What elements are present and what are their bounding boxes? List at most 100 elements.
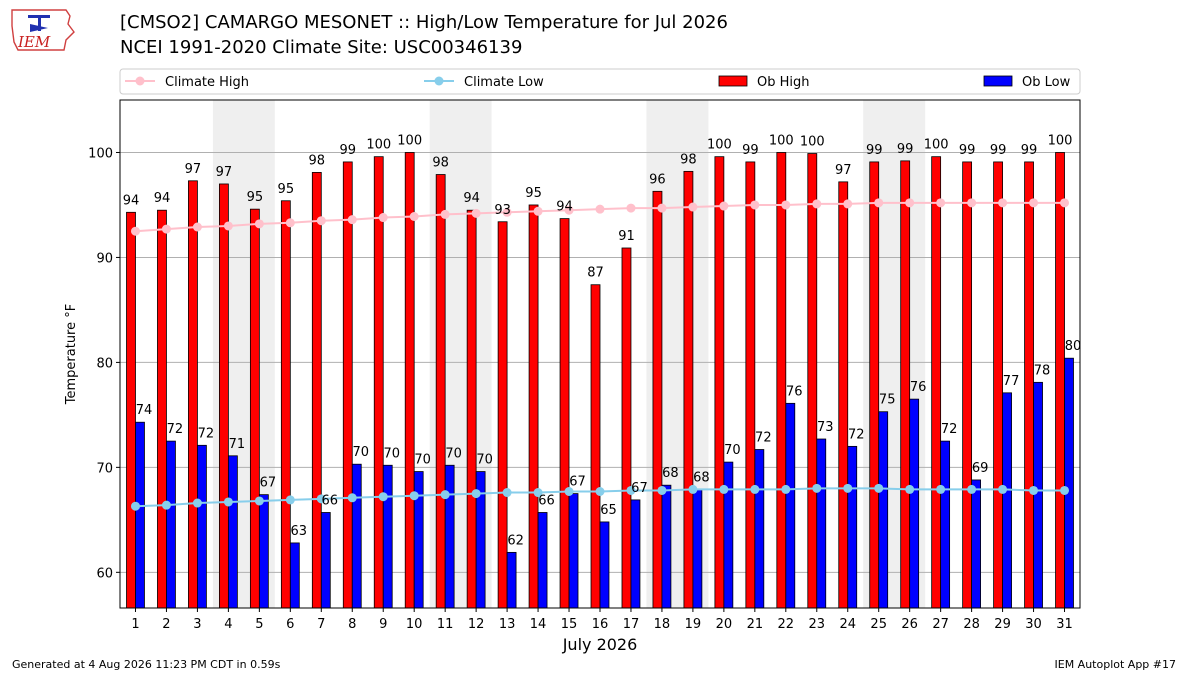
ob-high-bar xyxy=(466,209,477,609)
ob-low-label: 67 xyxy=(260,476,277,491)
ob-low-label: 67 xyxy=(569,475,586,490)
ob-high-bar xyxy=(807,153,818,609)
ob-high-bar xyxy=(404,152,415,609)
ob-high-bar xyxy=(342,161,353,609)
climate-low-point xyxy=(936,484,946,494)
climate-high-point xyxy=(316,216,326,226)
climate-high-point xyxy=(812,199,822,209)
ob-low-label: 69 xyxy=(972,461,989,476)
ob-high-bar xyxy=(745,161,756,609)
ob-low-bar xyxy=(692,488,703,609)
climate-high-point xyxy=(533,206,543,216)
climate-high-point xyxy=(502,207,512,217)
ob-high-label: 100 xyxy=(707,138,732,153)
ob-low-label: 70 xyxy=(476,453,493,468)
ob-high-bar xyxy=(962,161,973,609)
ob-high-bar xyxy=(869,161,880,609)
ob-high-label: 99 xyxy=(866,143,883,158)
ob-low-label: 68 xyxy=(693,470,710,485)
ob-low-label: 80 xyxy=(1065,339,1082,354)
x-tick-label: 7 xyxy=(317,617,325,632)
x-tick-label: 19 xyxy=(685,617,702,632)
ob-high-bar xyxy=(621,247,632,609)
ob-low-label: 72 xyxy=(167,422,184,437)
x-tick-label: 13 xyxy=(499,617,516,632)
climate-low-point xyxy=(316,494,326,504)
ob-high-bar xyxy=(900,160,911,609)
climate-high-point xyxy=(719,201,729,211)
ob-low-label: 73 xyxy=(817,420,834,435)
ob-high-bar xyxy=(931,156,942,609)
climate-low-point xyxy=(998,484,1008,494)
ob-low-bar xyxy=(723,461,734,609)
ob-high-bar xyxy=(652,190,663,609)
climate-high-point xyxy=(595,204,605,214)
climate-high-point xyxy=(378,213,388,223)
ob-high-label: 95 xyxy=(247,190,264,205)
x-tick-label: 8 xyxy=(348,617,356,632)
ob-high-bar xyxy=(838,181,849,609)
ob-low-bar xyxy=(351,463,362,609)
x-tick-label: 11 xyxy=(437,617,454,632)
ob-high-bar xyxy=(311,172,322,609)
ob-low-label: 72 xyxy=(941,422,958,437)
ob-high-bar xyxy=(993,161,1003,609)
x-tick-label: 16 xyxy=(592,617,609,632)
ob-high-bar xyxy=(1024,161,1034,609)
climate-low-point xyxy=(750,484,760,494)
ob-high-label: 97 xyxy=(185,162,202,177)
climate-high-point xyxy=(998,198,1008,208)
ob-high-label: 97 xyxy=(216,165,233,180)
x-tick-label: 30 xyxy=(1025,617,1042,632)
ob-low-bar xyxy=(599,521,610,609)
ob-low-label: 76 xyxy=(786,384,803,399)
ob-low-label: 65 xyxy=(600,503,617,518)
ob-low-label: 67 xyxy=(631,481,648,496)
legend-ob-low-label: Ob Low xyxy=(1022,75,1071,90)
x-tick-label: 2 xyxy=(162,617,170,632)
x-tick-label: 22 xyxy=(778,617,795,632)
chart-title: [CMSO2] CAMARGO MESONET :: High/Low Temp… xyxy=(120,12,728,33)
ob-low-bar xyxy=(754,449,765,609)
ob-low-bar xyxy=(197,444,207,609)
climate-low-point xyxy=(378,492,388,502)
ob-high-bar xyxy=(126,211,136,609)
chart-subtitle: NCEI 1991-2020 Climate Site: USC00346139 xyxy=(120,37,523,58)
x-tick-label: 6 xyxy=(286,617,294,632)
legend-climate-low-marker xyxy=(434,76,444,86)
ob-low-bar xyxy=(289,542,300,609)
climate-high-point xyxy=(967,198,977,208)
ob-high-bar xyxy=(435,174,446,609)
ob-low-label: 70 xyxy=(414,453,431,468)
ob-low-label: 70 xyxy=(445,446,462,461)
ob-high-label: 100 xyxy=(800,135,825,150)
climate-high-point xyxy=(347,215,357,225)
ob-low-label: 70 xyxy=(352,445,369,460)
legend-climate-high-marker xyxy=(135,76,145,86)
ob-high-bar xyxy=(219,183,229,609)
ob-low-bar xyxy=(506,551,517,609)
ob-high-bar xyxy=(373,156,384,609)
ob-high-label: 94 xyxy=(556,200,573,215)
ob-low-bar xyxy=(940,440,951,609)
climate-low-point xyxy=(1029,485,1039,495)
y-tick-label: 80 xyxy=(96,356,113,371)
x-tick-label: 20 xyxy=(716,617,733,632)
x-tick-label: 28 xyxy=(963,617,980,632)
y-axis-title: Temperature °F xyxy=(64,304,79,405)
ob-high-label: 99 xyxy=(742,143,759,158)
climate-high-point xyxy=(843,199,853,209)
ob-low-bar xyxy=(444,464,455,609)
ob-high-label: 94 xyxy=(154,191,171,206)
ob-low-bar xyxy=(568,493,579,609)
climate-low-point xyxy=(626,485,636,495)
climate-low-point xyxy=(688,484,698,494)
legend-box xyxy=(119,68,1081,95)
climate-high-point xyxy=(285,218,295,228)
ob-low-label: 63 xyxy=(291,524,308,539)
ob-high-label: 99 xyxy=(959,143,976,158)
ob-low-bar xyxy=(630,499,641,609)
ob-high-bar xyxy=(497,221,508,609)
ob-low-label: 66 xyxy=(538,493,555,508)
data-labels: 94 74 94 72 97 72 97 71 95 67 95 63 98 66 99 70 100 70 100… xyxy=(123,133,1082,548)
